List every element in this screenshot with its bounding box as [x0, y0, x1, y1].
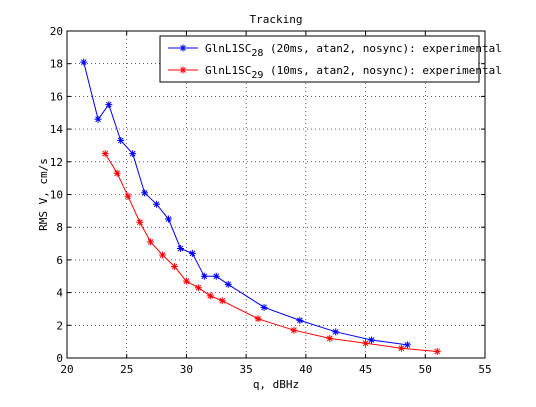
data-point [224, 280, 232, 288]
data-point [165, 215, 173, 223]
legend-label-suffix: (20ms, atan2, nosync): experimental [263, 42, 501, 55]
legend-entry-series-28: GlnL1SC28 (20ms, atan2, nosync): experim… [168, 42, 502, 59]
data-point [368, 336, 376, 344]
data-point [290, 326, 298, 334]
series-0 [80, 58, 411, 349]
data-point [129, 150, 137, 158]
y-tick-label: 16 [50, 90, 63, 103]
data-point [326, 334, 334, 342]
data-point [80, 58, 88, 66]
legend-label: GlnL1SC29 (10ms, atan2, nosync): experim… [205, 64, 502, 81]
data-point [153, 200, 161, 208]
legend-label-subscript: 29 [251, 70, 263, 81]
legend-label-prefix: GlnL1SC [205, 42, 251, 55]
legend-marker [179, 44, 187, 52]
data-point [141, 189, 149, 197]
data-point [296, 316, 304, 324]
x-tick-label: 25 [120, 363, 133, 376]
y-tick-label: 14 [50, 123, 64, 136]
y-tick-label: 8 [56, 221, 63, 234]
series-line [104, 153, 438, 352]
y-tick-label: 0 [56, 352, 63, 365]
data-point [332, 328, 340, 336]
legend-entry-series-29: GlnL1SC29 (10ms, atan2, nosync): experim… [168, 64, 502, 81]
x-tick-label: 55 [478, 363, 491, 376]
data-point [117, 137, 125, 145]
data-point [182, 277, 190, 285]
legend-label: GlnL1SC28 (20ms, atan2, nosync): experim… [205, 42, 502, 59]
data-point [113, 169, 121, 177]
axis-ticks: 20 25 30 35 40 45 50 55 0 2 4 6 8 10 12 14 16 18 20 [50, 25, 492, 376]
data-point [105, 101, 113, 109]
data-point [194, 284, 202, 292]
x-tick-label: 45 [359, 363, 372, 376]
series-line [83, 61, 408, 346]
y-axis-label: RMS V, cm/s [37, 158, 50, 231]
legend-marker [179, 66, 187, 74]
legend-label-subscript: 28 [251, 48, 263, 59]
data-point [403, 341, 411, 349]
data-point [147, 238, 155, 246]
data-point [124, 192, 132, 200]
x-tick-label: 30 [180, 363, 193, 376]
legend-label-suffix: (10ms, atan2, nosync): experimental [263, 64, 501, 77]
data-point [362, 339, 370, 347]
y-tick-label: 12 [50, 156, 63, 169]
data-point [254, 315, 262, 323]
data-point [188, 249, 196, 257]
legend-label-prefix: GlnL1SC [205, 64, 251, 77]
legend-box [159, 35, 480, 83]
x-tick-label: 35 [240, 363, 253, 376]
y-tick-label: 20 [50, 25, 63, 38]
x-tick-label: 50 [419, 363, 432, 376]
y-tick-label: 6 [56, 254, 63, 267]
grid [67, 31, 485, 358]
data-point [94, 115, 102, 123]
legend: GlnL1SC28 (20ms, atan2, nosync): experim… [159, 35, 502, 83]
series-1 [101, 150, 441, 355]
x-tick-label: 20 [60, 363, 73, 376]
x-tick-label: 40 [299, 363, 312, 376]
data-point [260, 303, 268, 311]
data-point [170, 262, 178, 270]
data-point [136, 218, 144, 226]
data-point [433, 347, 441, 355]
x-axis-label: q, dBHz [253, 378, 299, 391]
y-tick-label: 4 [56, 287, 63, 300]
y-tick-label: 18 [50, 58, 63, 71]
chart-title: Tracking [250, 13, 303, 26]
data-point [159, 251, 167, 259]
data-point [397, 344, 405, 352]
y-tick-label: 2 [56, 319, 63, 332]
data-point [101, 150, 109, 158]
series-layer [80, 58, 441, 355]
y-tick-label: 10 [50, 189, 63, 202]
data-point [218, 297, 226, 305]
data-point [176, 244, 184, 252]
data-point [206, 292, 214, 300]
data-point [212, 272, 220, 280]
data-point [200, 272, 208, 280]
